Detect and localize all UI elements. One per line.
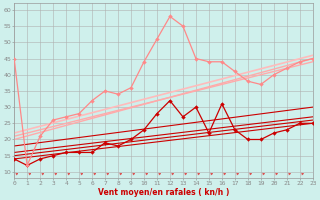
- X-axis label: Vent moyen/en rafales ( kn/h ): Vent moyen/en rafales ( kn/h ): [98, 188, 229, 197]
